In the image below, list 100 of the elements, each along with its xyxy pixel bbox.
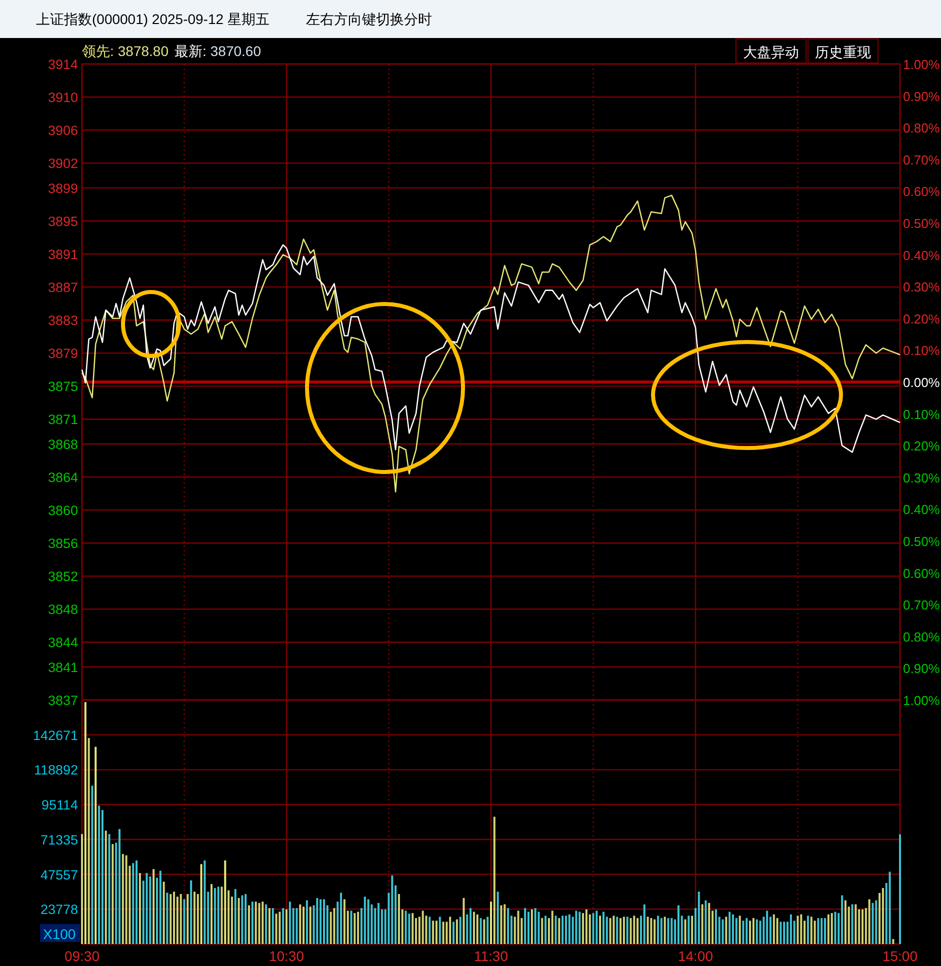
bar: [612, 916, 615, 944]
x-tick-label: 11:30: [474, 948, 508, 964]
bar: [667, 918, 670, 944]
bar: [742, 920, 744, 944]
y-tick-label: 3860: [48, 503, 78, 518]
y-tick-label: 47557: [40, 867, 78, 882]
bar: [725, 916, 728, 944]
bar: [888, 872, 891, 944]
y2-tick-label: 0.50%: [903, 534, 940, 549]
bar: [660, 918, 662, 944]
x-tick-label: 10:30: [268, 948, 304, 964]
bar: [568, 914, 570, 944]
bar: [575, 910, 578, 944]
bar: [98, 806, 100, 944]
bar: [228, 890, 230, 944]
bar: [220, 886, 223, 944]
bar: [316, 898, 318, 944]
line-series: [81, 194, 901, 492]
bar: [286, 909, 288, 944]
y2-tick-label: 0.50%: [903, 216, 940, 231]
bar: [214, 888, 216, 944]
bar: [265, 904, 268, 944]
bar: [125, 855, 128, 944]
bar: [138, 873, 141, 944]
bar: [449, 916, 452, 944]
y2-tick-label: 0.20%: [903, 438, 940, 454]
chart-title: 上证指数(000001) 2025-09-12 星期五: [36, 11, 270, 27]
bar: [476, 914, 478, 944]
bar: [582, 913, 584, 944]
y-tick-label: 3895: [48, 214, 78, 229]
bar: [688, 916, 690, 944]
bar: [432, 920, 434, 944]
bar: [882, 888, 884, 944]
y2-tick-label: 0.60%: [903, 566, 940, 581]
bar: [670, 918, 673, 944]
bar: [496, 892, 499, 944]
bar: [554, 916, 557, 944]
y-tick-label: 3844: [48, 635, 78, 650]
y-tick-label: 3891: [48, 246, 78, 262]
bar: [602, 912, 604, 944]
bar: [173, 892, 176, 944]
bar: [578, 912, 581, 944]
bar: [806, 916, 809, 944]
y2-tick-label: 0.90%: [903, 88, 940, 104]
y-tick-label: 3837: [48, 693, 78, 708]
bar: [278, 912, 281, 944]
y2-tick-label: 0.60%: [903, 184, 940, 200]
bar: [435, 920, 438, 944]
bar: [493, 816, 496, 944]
y2-tick-label: 0.70%: [903, 152, 940, 168]
bar: [664, 916, 666, 944]
bar: [238, 898, 240, 944]
bar: [841, 895, 844, 944]
bar: [738, 916, 741, 944]
bar: [830, 913, 833, 944]
bar: [91, 786, 94, 944]
bar: [149, 876, 152, 944]
bar: [657, 916, 660, 944]
bar: [677, 905, 680, 944]
y-tick-label: 142671: [32, 728, 78, 743]
bar: [800, 914, 802, 944]
bar: [776, 918, 778, 944]
bar: [834, 912, 836, 944]
y-tick-label: 3848: [48, 602, 78, 618]
y-tick-label: 71335: [40, 832, 78, 848]
bar: [412, 913, 414, 944]
bar: [112, 844, 114, 944]
bar: [732, 914, 734, 944]
bar: [772, 914, 775, 944]
bar: [504, 904, 506, 944]
y-tick-label: 3879: [48, 346, 78, 362]
bar: [701, 904, 704, 944]
bar: [534, 908, 536, 944]
bar: [166, 892, 168, 944]
bar: [756, 919, 758, 944]
bar: [306, 900, 308, 944]
bar: [210, 884, 213, 944]
bar: [452, 922, 455, 944]
bar: [224, 860, 226, 944]
bar: [728, 912, 731, 944]
bar: [378, 902, 380, 944]
bar: [759, 920, 762, 944]
bar: [422, 910, 424, 944]
y-axis-title: X100: [43, 926, 76, 942]
y2-tick-label: 1.00%: [903, 57, 940, 72]
bar: [650, 918, 652, 944]
bar: [622, 916, 625, 944]
bar: [350, 910, 352, 944]
y-tick-label: 3841: [48, 660, 78, 675]
bar: [122, 854, 124, 944]
bar: [330, 912, 332, 944]
bar: [899, 834, 901, 944]
bar: [180, 894, 182, 944]
y-tick-label: 3914: [48, 57, 78, 72]
bar: [592, 913, 594, 944]
y-tick-label: 3883: [48, 313, 78, 328]
bar: [81, 834, 83, 944]
bar: [183, 899, 186, 944]
bar: [94, 746, 97, 944]
bar: [442, 922, 444, 944]
